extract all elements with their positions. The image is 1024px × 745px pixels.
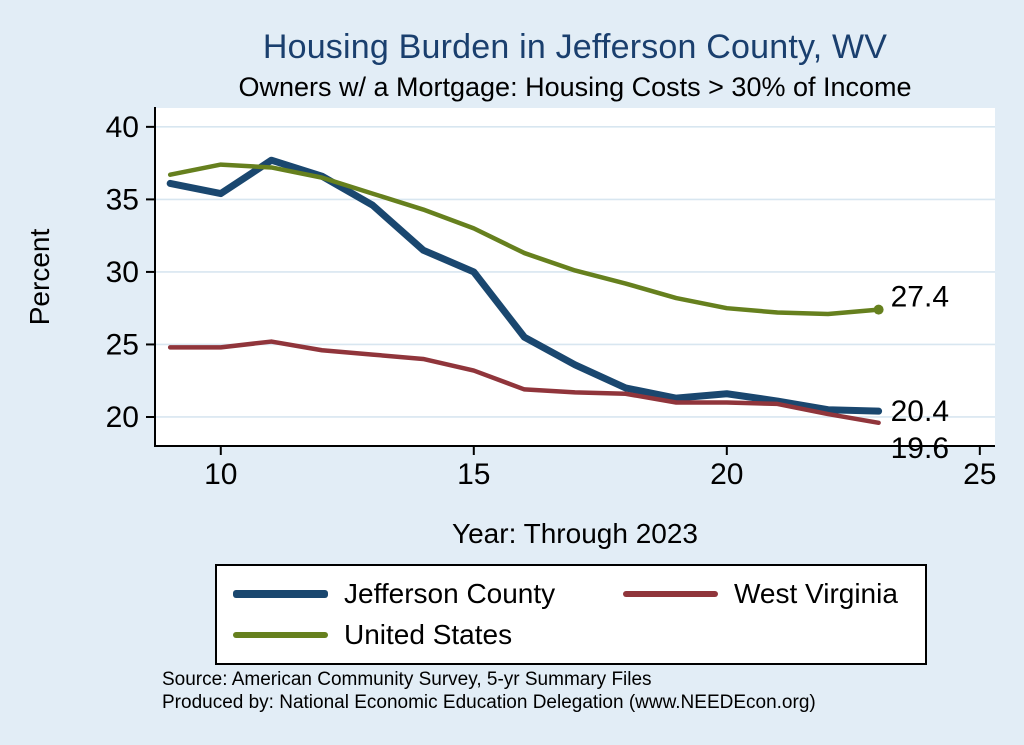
- chart-subtitle: Owners w/ a Mortgage: Housing Costs > 30…: [238, 72, 912, 102]
- legend-swatch-jefferson-county: [233, 589, 328, 599]
- y-tick-label: 35: [106, 183, 139, 216]
- y-tick-label: 25: [106, 328, 139, 361]
- x-tick-label: 20: [710, 458, 743, 491]
- legend-item-united-states: United States: [233, 617, 623, 653]
- chart-title: Housing Burden in Jefferson County, WV: [262, 28, 888, 66]
- series-line-united-states: [167, 162, 881, 317]
- x-tick-label: 15: [457, 458, 490, 491]
- legend-item-jefferson-county: Jefferson County: [233, 576, 623, 612]
- y-tick-label: 20: [106, 401, 139, 434]
- legend-swatch-west-virginia: [623, 591, 718, 597]
- plot-canvas: 20 25 30 35 40 10 15 20 25 20.4 19.6 27.4: [106, 107, 997, 491]
- legend-swatch-united-states: [233, 632, 328, 638]
- legend: Jefferson County West Virginia United St…: [215, 564, 927, 665]
- series-line-west-virginia: [167, 339, 881, 426]
- legend-label-united-states: United States: [344, 619, 513, 650]
- end-label-jefferson-county: 20.4: [891, 395, 949, 428]
- plot-area: [155, 108, 995, 446]
- source-note-2: Produced by: National Economic Education…: [162, 692, 816, 713]
- end-marker-united-states: [873, 304, 884, 315]
- legend-label-west-virginia: West Virginia: [734, 578, 898, 609]
- series-line-jefferson-county: [166, 156, 883, 415]
- source-note-1: Source: American Community Survey, 5-yr …: [162, 669, 652, 690]
- y-tick-label: 30: [106, 256, 139, 289]
- end-label-west-virginia: 19.6: [891, 432, 949, 465]
- legend-item-west-virginia: West Virginia: [623, 576, 925, 612]
- x-tick-label: 25: [963, 458, 996, 491]
- y-axis-label: Percent: [24, 228, 55, 326]
- x-axis-label: Year: Through 2023: [452, 518, 698, 549]
- legend-label-jefferson-county: Jefferson County: [344, 578, 556, 609]
- x-tick-label: 10: [204, 458, 237, 491]
- source-notes: Source: American Community Survey, 5-yr …: [162, 668, 816, 714]
- end-label-united-states: 27.4: [891, 281, 949, 314]
- y-tick-label: 40: [106, 111, 139, 144]
